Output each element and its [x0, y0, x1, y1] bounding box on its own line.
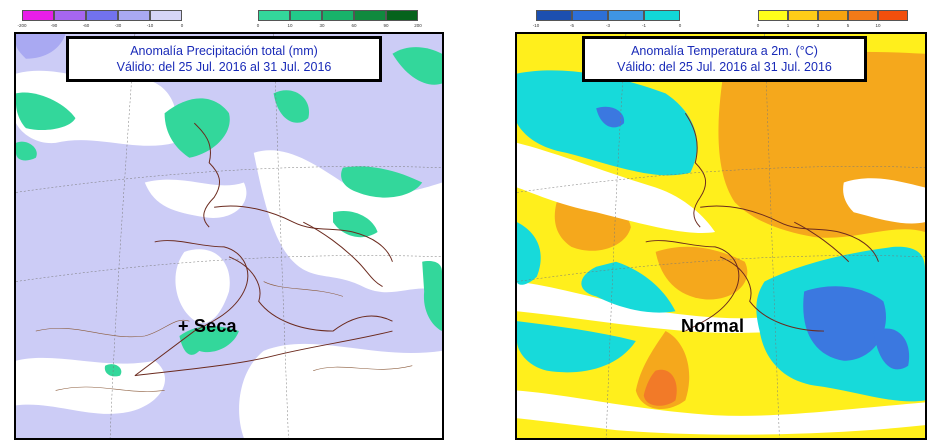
precipitation-positive-legend-swatch [322, 10, 354, 21]
precipitation-positive-legend-tick: 30 [319, 23, 325, 28]
panel-divider [474, 0, 482, 445]
neutral-area [843, 178, 925, 224]
temperature-negative-legend-swatch [572, 10, 608, 21]
temperature-validity: Válido: del 25 Jul. 2016 al 31 Jul. 2016 [617, 60, 832, 74]
wet-area [179, 326, 239, 355]
neutral-area [239, 343, 442, 438]
precipitation-negative-legend-swatch [150, 10, 182, 21]
precipitation-negative-legend-tick: -10 [146, 23, 154, 28]
precipitation-positive-legend-swatch [258, 10, 290, 21]
precipitation-map-label: + Seca [178, 316, 237, 336]
temperature-positive-legend-tick: 3 [816, 23, 820, 28]
temperature-positive-legend-tick: 5 [846, 23, 850, 28]
coastlines [134, 122, 393, 377]
temperature-negative-legend: -10 -5 -3 -1 0 [532, 10, 682, 30]
precipitation-anomaly-map [14, 32, 444, 440]
neutral-area [517, 142, 716, 234]
temperature-negative-legend-tick: -5 [569, 23, 575, 28]
precipitation-positive-legend-tick: 200 [414, 23, 422, 28]
wet-area [16, 141, 37, 161]
neutral-area [16, 357, 166, 414]
precipitation-positive-legend-tick: 0 [256, 23, 260, 28]
graticule [517, 34, 925, 438]
cold-anomaly-area [581, 261, 676, 313]
hot-anomaly-area [643, 369, 677, 406]
temperature-positive-legend-tick: 0 [756, 23, 760, 28]
cold-strong-area [873, 328, 910, 370]
precipitation-negative-legend-tick: -90 [50, 23, 58, 28]
wet-area [16, 92, 76, 131]
temperature-negative-legend-tick: -3 [605, 23, 611, 28]
precipitation-negative-legend-tick: -200 [17, 23, 27, 28]
temperature-map-label: Normal [681, 316, 745, 336]
temperature-positive-legend-swatch [878, 10, 908, 21]
wet-area [164, 98, 230, 158]
precipitation-validity: Válido: del 25 Jul. 2016 al 31 Jul. 2016 [116, 60, 332, 74]
temperature-negative-legend-swatch [608, 10, 644, 21]
precipitation-negative-legend-swatch [22, 10, 54, 21]
neutral-area [144, 179, 247, 218]
temperature-positive-legend: 0 1 3 5 10 [756, 10, 908, 30]
temperature-negative-legend-swatch [644, 10, 680, 21]
wet-area [341, 166, 423, 198]
neutral-area [175, 249, 230, 324]
precipitation-map-svg [16, 34, 442, 438]
temperature-negative-legend-tick: -10 [532, 23, 540, 28]
wet-area [392, 47, 442, 85]
temperature-anomaly-map [515, 32, 927, 440]
temperature-positive-legend-swatch [788, 10, 818, 21]
precipitation-negative-legend-tick: 0 [180, 23, 184, 28]
precipitation-positive-legend-tick: 90 [383, 23, 389, 28]
temperature-anomaly-panel: -10 -5 -3 -1 0 0 1 3 5 10 [482, 0, 949, 445]
cold-strong-area [803, 286, 886, 361]
temperature-negative-legend-tick: -1 [641, 23, 647, 28]
precipitation-negative-legend-swatch [86, 10, 118, 21]
precipitation-anomaly-panel: -200 -90 -60 -30 -10 0 0 10 30 60 90 200 [0, 0, 474, 445]
precipitation-positive-legend-swatch [354, 10, 386, 21]
coastlines [645, 112, 879, 332]
precipitation-positive-legend-swatch [290, 10, 322, 21]
precipitation-positive-legend-swatch [386, 10, 418, 21]
temperature-title-box: Anomalía Temperatura a 2m. (°C) Válido: … [582, 36, 867, 82]
temperature-positive-legend-swatch [848, 10, 878, 21]
precipitation-negative-legend-tick: -60 [82, 23, 90, 28]
temperature-negative-legend-tick: 0 [678, 23, 682, 28]
neutral-area [517, 390, 925, 435]
precipitation-positive-legend: 0 10 30 60 90 200 [256, 10, 422, 30]
temperature-map-svg [517, 34, 925, 438]
cold-strong-area [596, 106, 625, 128]
temperature-positive-legend-swatch [818, 10, 848, 21]
temperature-negative-legend-swatch [536, 10, 572, 21]
wet-area [422, 261, 442, 332]
warm-anomaly-area [655, 246, 748, 300]
wet-area [273, 90, 310, 123]
contour-lines [35, 281, 413, 392]
precipitation-title-box: Anomalía Precipitación total (mm) Válido… [66, 36, 382, 82]
graticule [16, 34, 442, 438]
temperature-positive-legend-swatch [758, 10, 788, 21]
cold-anomaly-area [517, 321, 636, 373]
dry-area [16, 34, 66, 59]
temperature-positive-legend-tick: 1 [786, 23, 790, 28]
precipitation-negative-legend-tick: -30 [114, 23, 122, 28]
precipitation-positive-legend-tick: 60 [351, 23, 357, 28]
precipitation-title: Anomalía Precipitación total (mm) [130, 44, 318, 58]
precipitation-negative-legend-swatch [54, 10, 86, 21]
temperature-title: Anomalía Temperatura a 2m. (°C) [631, 44, 818, 58]
cold-anomaly-area [517, 222, 541, 285]
precipitation-negative-legend: -200 -90 -60 -30 -10 0 [17, 10, 184, 30]
precipitation-negative-legend-swatch [118, 10, 150, 21]
precipitation-positive-legend-tick: 10 [287, 23, 293, 28]
temperature-positive-legend-tick: 10 [875, 23, 881, 28]
